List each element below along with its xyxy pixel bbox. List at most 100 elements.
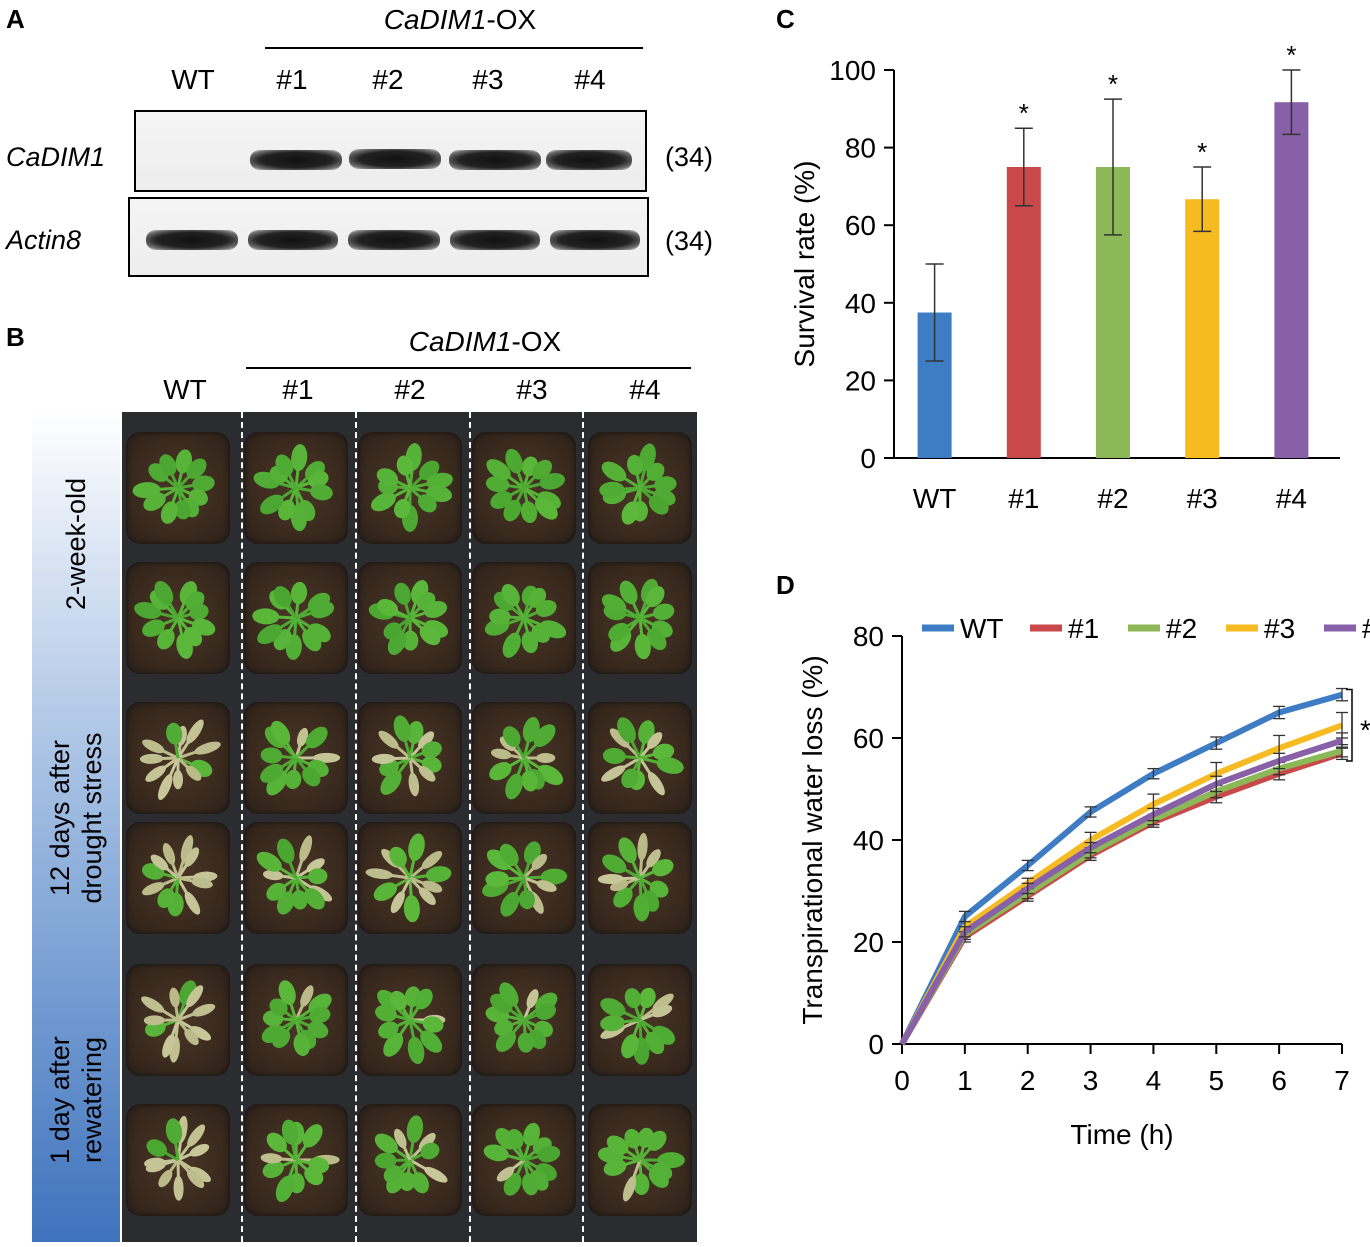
leaf: [394, 1128, 412, 1161]
leaf: [408, 833, 425, 879]
plant-pot: [358, 702, 462, 814]
leaf: [378, 1018, 411, 1039]
rosette: [256, 835, 333, 915]
panel-label-b: B: [6, 322, 25, 352]
condition-banner: [32, 412, 120, 1242]
leaf: [621, 1019, 642, 1059]
leaf: [602, 854, 641, 880]
leaf: [295, 868, 328, 885]
leaf: [374, 1133, 411, 1162]
leaf: [295, 484, 333, 501]
plant-pot: [244, 1104, 348, 1216]
leaf: [522, 724, 556, 760]
rosette: [132, 449, 215, 524]
rosette: [483, 1122, 561, 1196]
x-tick-label: 3: [1083, 1065, 1099, 1096]
leaf: [157, 757, 180, 801]
rosette: [371, 443, 453, 532]
leaf: [517, 1019, 534, 1053]
rosette: [141, 835, 218, 917]
leaf: [408, 757, 420, 797]
plant-pot: [588, 432, 692, 544]
leaf: [486, 459, 525, 490]
leaf: [176, 1019, 199, 1046]
plant-pot: [472, 562, 576, 674]
leaf: [485, 476, 525, 493]
plant-pot: [244, 562, 348, 674]
panel-a-lane-2: #2: [372, 64, 404, 95]
leaf: [408, 988, 433, 1021]
leaf: [638, 732, 663, 759]
leaf: [294, 835, 313, 879]
rosette: [134, 580, 216, 659]
leaf: [377, 598, 411, 620]
y-tick-label: 20: [853, 927, 884, 958]
leaf: [294, 617, 322, 652]
plant-pot: [126, 822, 230, 934]
leaf: [374, 1152, 411, 1169]
leaf: [408, 876, 436, 906]
rosette: [141, 980, 216, 1063]
leaf: [409, 616, 441, 646]
rosette: [371, 715, 442, 797]
series-line-#1: [899, 750, 1343, 1046]
y-tick-label: 0: [860, 443, 876, 474]
panel-b-col-1: #1: [282, 374, 314, 405]
band-actin8-1: [248, 230, 338, 250]
panel-label-c: C: [776, 4, 795, 34]
rosette: [597, 832, 674, 922]
leaf: [393, 715, 412, 759]
leaf: [633, 877, 650, 922]
leaf: [142, 616, 179, 637]
panel-a-gene-actin8: Actin8: [6, 225, 82, 255]
leaf: [409, 851, 443, 880]
y-tick-label: 80: [845, 133, 876, 164]
rosette: [260, 720, 341, 796]
panel-a-group-title: CaDIM1-OX: [280, 4, 640, 36]
leaf: [409, 1016, 444, 1033]
panel-b-col-2: #2: [394, 374, 426, 405]
leaf: [256, 851, 297, 880]
leaf: [523, 600, 557, 620]
panel-b-group-title: CaDIM1-OX: [290, 326, 680, 358]
leaf: [295, 752, 341, 763]
plant-pot: [126, 702, 230, 814]
leaf: [266, 876, 297, 901]
significance-star: *: [1019, 98, 1029, 128]
leaf: [276, 838, 298, 879]
leaf: [499, 982, 526, 1021]
leaf: [624, 988, 642, 1021]
lane-divider-2: [355, 412, 357, 1242]
leaf: [619, 580, 642, 619]
panel-a-lane-3: #3: [472, 64, 504, 95]
leaf: [275, 1159, 298, 1203]
x-tick-label: #1: [1008, 483, 1039, 514]
leaf: [275, 454, 298, 489]
leaf: [408, 1159, 429, 1194]
leaf: [502, 617, 526, 658]
panel-a-gene-cadim1: CaDIM1: [6, 142, 106, 172]
leaf: [639, 756, 684, 774]
legend-label-WT: WT: [960, 613, 1004, 644]
leaf: [378, 730, 411, 760]
leaf: [505, 757, 526, 800]
leaf: [522, 1122, 541, 1161]
leaf: [176, 877, 201, 915]
plant-pot: [588, 964, 692, 1076]
legend-label-#1: #1: [1068, 613, 1099, 644]
leaf: [639, 476, 677, 493]
significance-star: *: [1197, 137, 1207, 167]
leaf: [638, 757, 665, 796]
panel-b-group-rule: [246, 367, 691, 369]
leaf: [158, 1159, 180, 1188]
plant-pot: [358, 1104, 462, 1216]
y-tick-label: 40: [853, 825, 884, 856]
leaf: [176, 985, 204, 1021]
leaf: [521, 1159, 539, 1196]
leaf: [394, 487, 412, 519]
leaf: [505, 448, 526, 489]
leaf: [389, 990, 412, 1021]
significance-star: *: [1286, 40, 1296, 70]
leaf: [634, 617, 651, 660]
leaf: [141, 876, 179, 896]
